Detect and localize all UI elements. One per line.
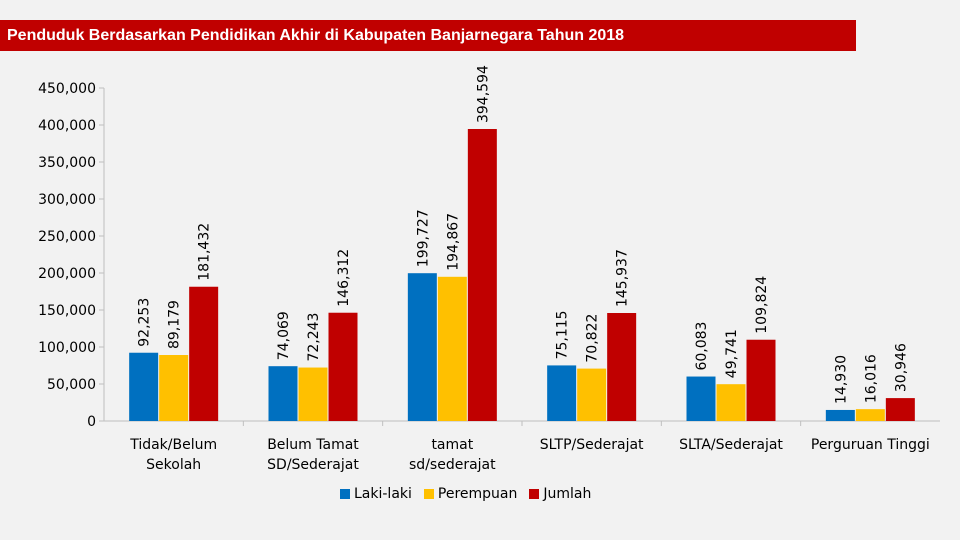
bar-laki-laki bbox=[686, 376, 716, 421]
data-label: 60,083 bbox=[694, 322, 710, 371]
data-label: 109,824 bbox=[754, 276, 770, 334]
y-tick-label: 350,000 bbox=[38, 155, 96, 171]
legend-item-jumlah: Jumlah bbox=[529, 486, 591, 502]
data-label: 49,741 bbox=[724, 329, 740, 378]
bar-jumlah bbox=[189, 286, 219, 421]
x-tick-label: Tidak/Belum bbox=[129, 437, 217, 453]
y-tick-label: 250,000 bbox=[38, 229, 96, 245]
data-label: 30,946 bbox=[893, 343, 909, 392]
x-tick-label: SLTP/Sederajat bbox=[540, 437, 644, 453]
legend-item-laki-laki: Laki-laki bbox=[340, 486, 412, 502]
data-label: 70,822 bbox=[585, 314, 601, 363]
data-label: 194,867 bbox=[445, 213, 461, 271]
bar-laki-laki bbox=[268, 366, 298, 421]
bar-jumlah bbox=[328, 312, 358, 421]
data-label: 72,243 bbox=[306, 313, 322, 362]
data-label: 181,432 bbox=[197, 223, 213, 281]
x-tick-label: sd/sederajat bbox=[409, 457, 496, 473]
data-label: 92,253 bbox=[137, 298, 153, 347]
y-tick-label: 450,000 bbox=[38, 81, 96, 97]
y-tick-label: 400,000 bbox=[38, 118, 96, 134]
data-label: 14,930 bbox=[833, 355, 849, 404]
bar-jumlah bbox=[885, 398, 915, 421]
legend-label-jumlah: Jumlah bbox=[543, 486, 592, 502]
chart-legend: Laki-laki Perempuan Jumlah bbox=[340, 486, 603, 502]
bar-perempuan bbox=[577, 368, 607, 421]
data-label: 394,594 bbox=[475, 65, 491, 123]
legend-item-perempuan: Perempuan bbox=[423, 486, 518, 502]
bar-perempuan bbox=[716, 384, 746, 421]
y-tick-label: 50,000 bbox=[47, 377, 96, 393]
bar-laki-laki bbox=[407, 273, 437, 421]
legend-swatch-jumlah bbox=[529, 489, 540, 499]
y-tick-label: 150,000 bbox=[38, 303, 96, 319]
data-label: 75,115 bbox=[555, 310, 571, 359]
y-tick-label: 100,000 bbox=[38, 340, 96, 356]
bar-jumlah bbox=[607, 313, 637, 421]
bar-laki-laki bbox=[825, 409, 855, 421]
y-tick-label: 0 bbox=[87, 414, 96, 430]
bar-laki-laki bbox=[547, 365, 577, 421]
bar-perempuan bbox=[298, 367, 328, 421]
bar-perempuan bbox=[855, 409, 885, 421]
y-tick-label: 300,000 bbox=[38, 192, 96, 208]
legend-swatch-perempuan bbox=[423, 489, 434, 499]
y-tick-label: 200,000 bbox=[38, 266, 96, 282]
bar-laki-laki bbox=[129, 352, 159, 421]
bar-perempuan bbox=[437, 276, 467, 421]
data-label: 89,179 bbox=[167, 300, 183, 349]
data-label: 74,069 bbox=[276, 311, 292, 360]
data-label: 146,312 bbox=[336, 249, 352, 307]
bar-jumlah bbox=[746, 339, 776, 421]
x-tick-label: tamat bbox=[431, 437, 473, 453]
chart-title: Penduduk Berdasarkan Pendidikan Akhir di… bbox=[0, 20, 856, 51]
bar-perempuan bbox=[159, 355, 189, 421]
data-label: 199,727 bbox=[415, 209, 431, 267]
x-tick-label: SLTA/Sederajat bbox=[679, 437, 783, 453]
legend-swatch-laki-laki bbox=[340, 489, 350, 499]
x-tick-label: Belum Tamat bbox=[267, 437, 359, 453]
x-tick-label: SD/Sederajat bbox=[267, 457, 359, 473]
x-tick-label: Perguruan Tinggi bbox=[811, 437, 930, 453]
bar-jumlah bbox=[467, 129, 497, 422]
data-label: 16,016 bbox=[863, 354, 879, 403]
data-label: 145,937 bbox=[615, 249, 631, 307]
legend-label-perempuan: Perempuan bbox=[437, 486, 518, 502]
legend-label-laki-laki: Laki-laki bbox=[354, 486, 412, 502]
x-tick-label: Sekolah bbox=[146, 457, 201, 473]
